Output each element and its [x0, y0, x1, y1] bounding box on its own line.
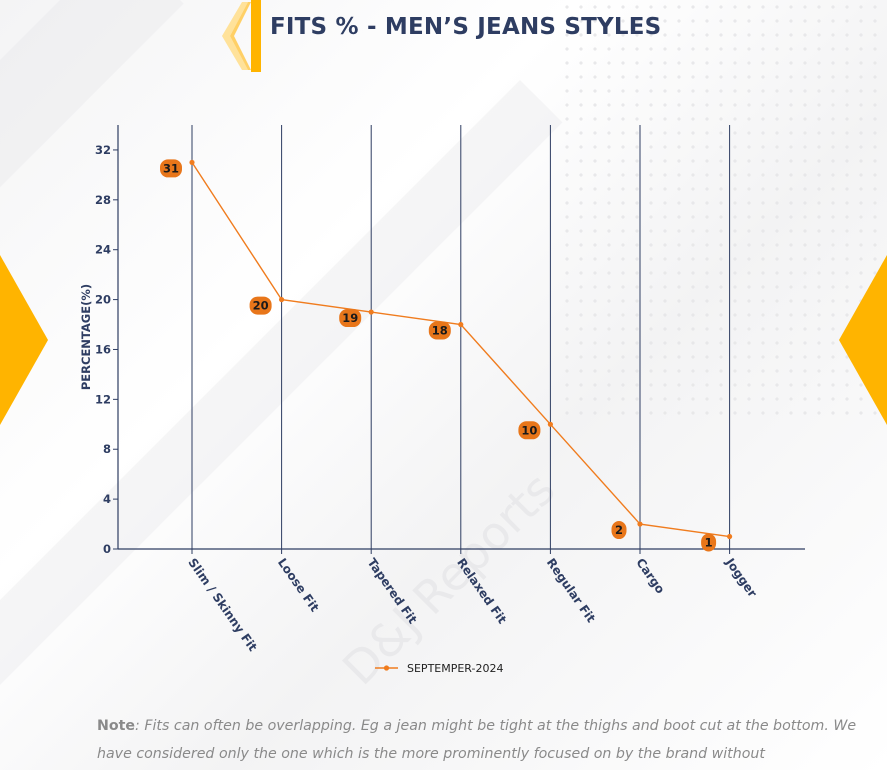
footnote: Note: Fits can often be overlapping. Eg …	[97, 712, 857, 768]
y-tick-label: 24	[95, 243, 111, 257]
y-axis-title: PERCENTAGE(%)	[79, 284, 93, 390]
y-tick-label: 8	[103, 442, 111, 456]
right-chevron-decoration	[839, 255, 887, 425]
y-tick-label: 28	[95, 193, 111, 207]
line-chart: D&J Reports 048121620242832PERCENTAGE(%)…	[79, 125, 805, 695]
data-point	[637, 521, 643, 527]
footnote-label: Note	[97, 718, 136, 734]
x-tick-label: Regular Fit	[544, 556, 599, 626]
legend-swatch-marker	[383, 665, 390, 671]
y-tick-label: 4	[103, 492, 111, 506]
watermark: D&J Reports	[332, 462, 565, 695]
data-label: 31	[163, 161, 179, 175]
y-tick-label: 16	[95, 342, 111, 356]
y-tick-label: 0	[103, 542, 111, 556]
footnote-text: : Fits can often be overlapping. Eg a je…	[97, 718, 857, 762]
data-label-badge	[339, 309, 362, 328]
data-point	[547, 421, 554, 427]
background-dot-pattern	[560, 0, 887, 420]
data-label-badge	[518, 421, 541, 440]
x-tick-label: Jogger	[722, 555, 759, 600]
data-point	[279, 296, 285, 303]
y-tick-label: 20	[95, 293, 111, 307]
x-tick-label: Slim / Skinny Fit	[185, 556, 260, 654]
data-point	[727, 533, 733, 540]
data-label-badge	[249, 296, 272, 315]
x-tick-label: Cargo	[633, 556, 667, 597]
data-label: 20	[253, 299, 269, 313]
data-label: 19	[342, 311, 358, 325]
y-tick-label: 12	[95, 392, 111, 406]
data-point	[368, 309, 374, 315]
data-point	[189, 159, 195, 166]
page-title: FITS % - MEN’S JEANS STYLES	[270, 14, 662, 40]
left-chevron-decoration	[0, 255, 48, 425]
data-point	[458, 321, 464, 328]
data-label-badge	[701, 533, 717, 552]
legend-label: SEPTEMPER-2024	[407, 662, 503, 675]
data-label: 2	[615, 523, 623, 537]
x-tick-label: Loose Fit	[275, 556, 322, 615]
data-label-badge	[428, 321, 451, 340]
data-label: 1	[705, 536, 713, 550]
data-label: 18	[432, 324, 448, 338]
title-chevron-decoration	[222, 0, 261, 72]
data-label-badge	[611, 521, 627, 540]
y-tick-label: 32	[95, 143, 111, 157]
data-label-badge	[160, 159, 182, 178]
data-label: 10	[521, 423, 537, 437]
